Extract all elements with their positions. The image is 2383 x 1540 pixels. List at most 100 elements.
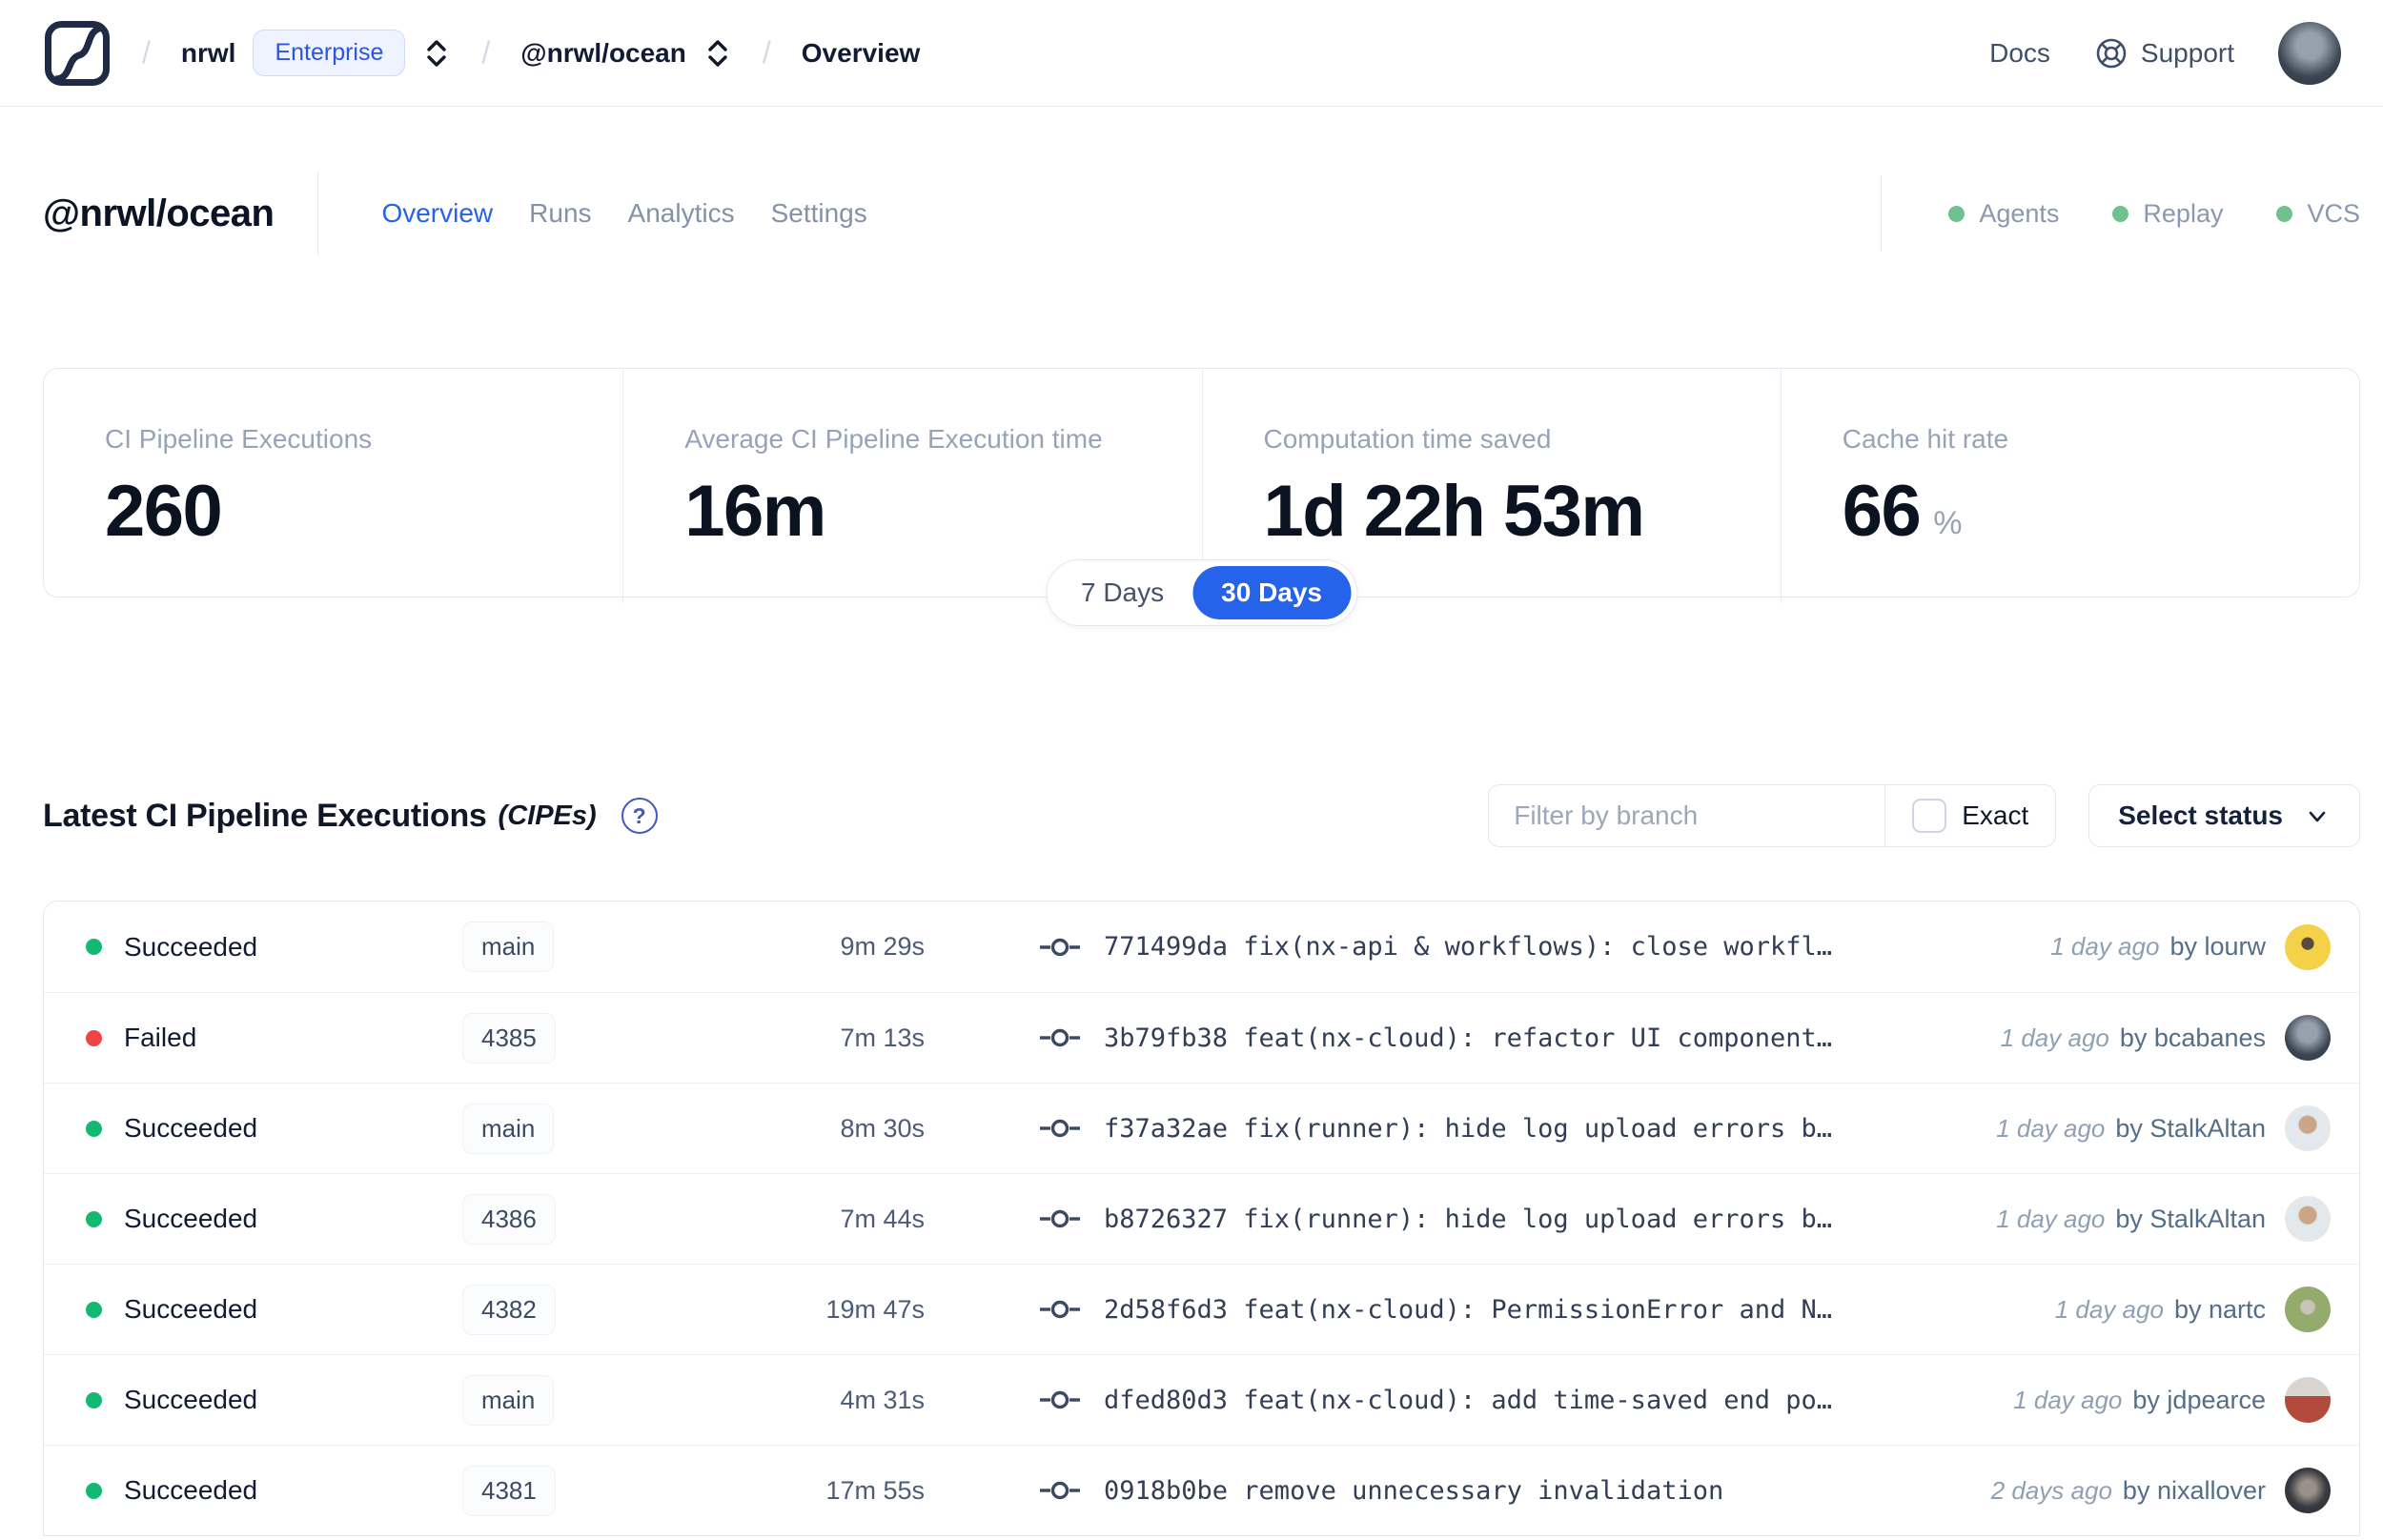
status-vcs: VCS [2276, 199, 2360, 229]
table-row[interactable]: Succeeded 4386 7m 44s b8726327 fix(runne… [44, 1173, 2359, 1264]
stat-suffix: % [1933, 505, 1963, 541]
status-text: Succeeded [124, 931, 258, 962]
branch-badge[interactable]: 4385 [462, 1012, 556, 1064]
workspace-title: @nrwl/ocean [43, 192, 275, 234]
commit-cell: 771499da fix(nx-api & workflows): close … [1039, 932, 2022, 962]
table-row[interactable]: Succeeded main 8m 30s f37a32ae fix(runne… [44, 1083, 2359, 1173]
author-name: by bcabanes [2119, 1023, 2266, 1052]
commit-cell: f37a32ae fix(runner): hide log upload er… [1039, 1114, 1967, 1144]
duration-cell: 4m 31s [840, 1385, 925, 1414]
docs-link[interactable]: Docs [1989, 38, 2050, 69]
commit-message[interactable]: 0918b0be remove unnecessary invalidation [1104, 1475, 1724, 1506]
support-link[interactable]: Support [2094, 36, 2234, 71]
git-commit-icon [1039, 1116, 1081, 1141]
stat-label: Computation time saved [1263, 424, 1552, 454]
tab-runs[interactable]: Runs [529, 198, 592, 228]
exact-filter: Exact [1884, 785, 2055, 846]
green-dot-icon [2112, 205, 2129, 222]
table-row[interactable]: Failed 4385 7m 13s 3b79fb38 feat(nx-clou… [44, 992, 2359, 1083]
commit-message[interactable]: dfed80d3 feat(nx-cloud): add time-saved … [1104, 1385, 1833, 1415]
status-dot [86, 1210, 102, 1227]
author-name: by nartc [2173, 1294, 2266, 1324]
service-status-group: Agents Replay VCS [1881, 175, 2360, 252]
tab-analytics[interactable]: Analytics [627, 198, 735, 228]
git-commit-icon [1039, 1388, 1081, 1412]
branch-badge[interactable]: main [462, 1374, 555, 1426]
exact-checkbox[interactable] [1912, 799, 1947, 833]
breadcrumb-org[interactable]: nrwl [180, 37, 236, 68]
branch-cell: 4385 [462, 1012, 758, 1064]
status-cell: Succeeded [86, 1294, 462, 1325]
author-avatar [2285, 1287, 2331, 1332]
meta-cell: 1 day ago by StalkAltan [1996, 1105, 2331, 1151]
author-name: by StalkAltan [2115, 1113, 2266, 1143]
meta-cell: 2 days ago by nixallover [1991, 1468, 2331, 1513]
table-row[interactable]: Succeeded main 4m 31s dfed80d3 feat(nx-c… [44, 1354, 2359, 1445]
time-ago: 1 day ago [1996, 1204, 2106, 1233]
branch-badge[interactable]: 4381 [462, 1465, 556, 1516]
status-label: VCS [2307, 198, 2360, 228]
status-replay: Replay [2112, 199, 2223, 229]
tab-overview[interactable]: Overview [381, 198, 494, 228]
status-text: Succeeded [124, 1385, 258, 1414]
branch-badge[interactable]: 4386 [462, 1193, 556, 1245]
status-cell: Succeeded [86, 1475, 462, 1506]
branch-filter-input[interactable] [1489, 785, 1885, 846]
support-label: Support [2140, 37, 2234, 68]
meta-cell: 1 day ago by jdpearce [2013, 1377, 2331, 1423]
breadcrumb-slash: / [142, 35, 151, 70]
branch-badge[interactable]: main [462, 922, 555, 972]
header-divider [317, 172, 319, 254]
org-switcher-button[interactable] [422, 35, 451, 71]
user-avatar[interactable] [2278, 21, 2341, 85]
status-agents: Agents [1948, 199, 2059, 229]
help-icon[interactable]: ? [621, 798, 658, 834]
branch-badge[interactable]: 4382 [462, 1284, 556, 1335]
commit-message[interactable]: 2d58f6d3 feat(nx-cloud): PermissionError… [1104, 1294, 1833, 1325]
status-dot [86, 1482, 102, 1499]
stat-card-computation-time-saved: Computation time saved 1d 22h 53m [1201, 369, 1781, 603]
status-dot [86, 939, 102, 955]
table-row[interactable]: Succeeded 4381 17m 55s 0918b0be remove u… [44, 1445, 2359, 1535]
branch-filter-group: Exact [1488, 784, 2057, 847]
git-commit-icon [1039, 1478, 1081, 1503]
branch-cell: 4381 [462, 1465, 758, 1516]
duration-cell: 17m 55s [825, 1475, 925, 1505]
top-navbar: / nrwl Enterprise / @nrwl/ocean / Overvi… [0, 0, 2383, 107]
period-toggle: 7 Days 30 Days [1045, 559, 1358, 626]
status-text: Succeeded [124, 1475, 258, 1505]
stat-label: Cache hit rate [1842, 424, 2009, 454]
workspace-tabs: Overview Runs Analytics Settings [381, 198, 866, 229]
author-name: by StalkAltan [2115, 1204, 2266, 1233]
duration-cell: 9m 29s [840, 932, 925, 961]
status-dot [86, 1391, 102, 1408]
table-row[interactable]: Succeeded 4382 19m 47s 2d58f6d3 feat(nx-… [44, 1264, 2359, 1354]
nx-logo-icon[interactable] [43, 19, 112, 88]
commit-message[interactable]: 3b79fb38 feat(nx-cloud): refactor UI com… [1104, 1023, 1833, 1053]
breadcrumb-slash: / [762, 35, 771, 70]
select-status-label: Select status [2118, 800, 2283, 830]
commit-message[interactable]: f37a32ae fix(runner): hide log upload er… [1104, 1113, 1833, 1144]
branch-badge[interactable]: main [462, 1103, 555, 1154]
status-text: Failed [124, 1023, 197, 1052]
status-label: Replay [2143, 198, 2224, 228]
workspace-switcher-button[interactable] [703, 35, 732, 71]
commit-message[interactable]: b8726327 fix(runner): hide log upload er… [1104, 1204, 1833, 1234]
commit-message[interactable]: 771499da fix(nx-api & workflows): close … [1104, 932, 1833, 962]
stat-card-cache-hit-rate: Cache hit rate 66 % [1780, 369, 2359, 603]
period-7-days-button[interactable]: 7 Days [1052, 566, 1192, 619]
tab-settings[interactable]: Settings [770, 198, 867, 228]
time-ago: 1 day ago [2013, 1385, 2123, 1414]
select-status-dropdown[interactable]: Select status [2088, 784, 2360, 847]
git-commit-icon [1039, 1297, 1081, 1322]
author-avatar [2285, 1196, 2331, 1242]
period-30-days-button[interactable]: 30 Days [1192, 566, 1352, 619]
table-row[interactable]: Succeeded main 9m 29s 771499da fix(nx-ap… [44, 902, 2359, 992]
status-text: Succeeded [124, 1204, 258, 1233]
cipe-table-body: Succeeded main 9m 29s 771499da fix(nx-ap… [44, 902, 2359, 1535]
breadcrumb-workspace[interactable]: @nrwl/ocean [520, 37, 686, 68]
status-cell: Failed [86, 1023, 462, 1053]
time-ago: 1 day ago [1996, 1113, 2106, 1143]
status-label: Agents [1979, 198, 2060, 228]
commit-cell: 2d58f6d3 feat(nx-cloud): PermissionError… [1039, 1295, 2027, 1325]
